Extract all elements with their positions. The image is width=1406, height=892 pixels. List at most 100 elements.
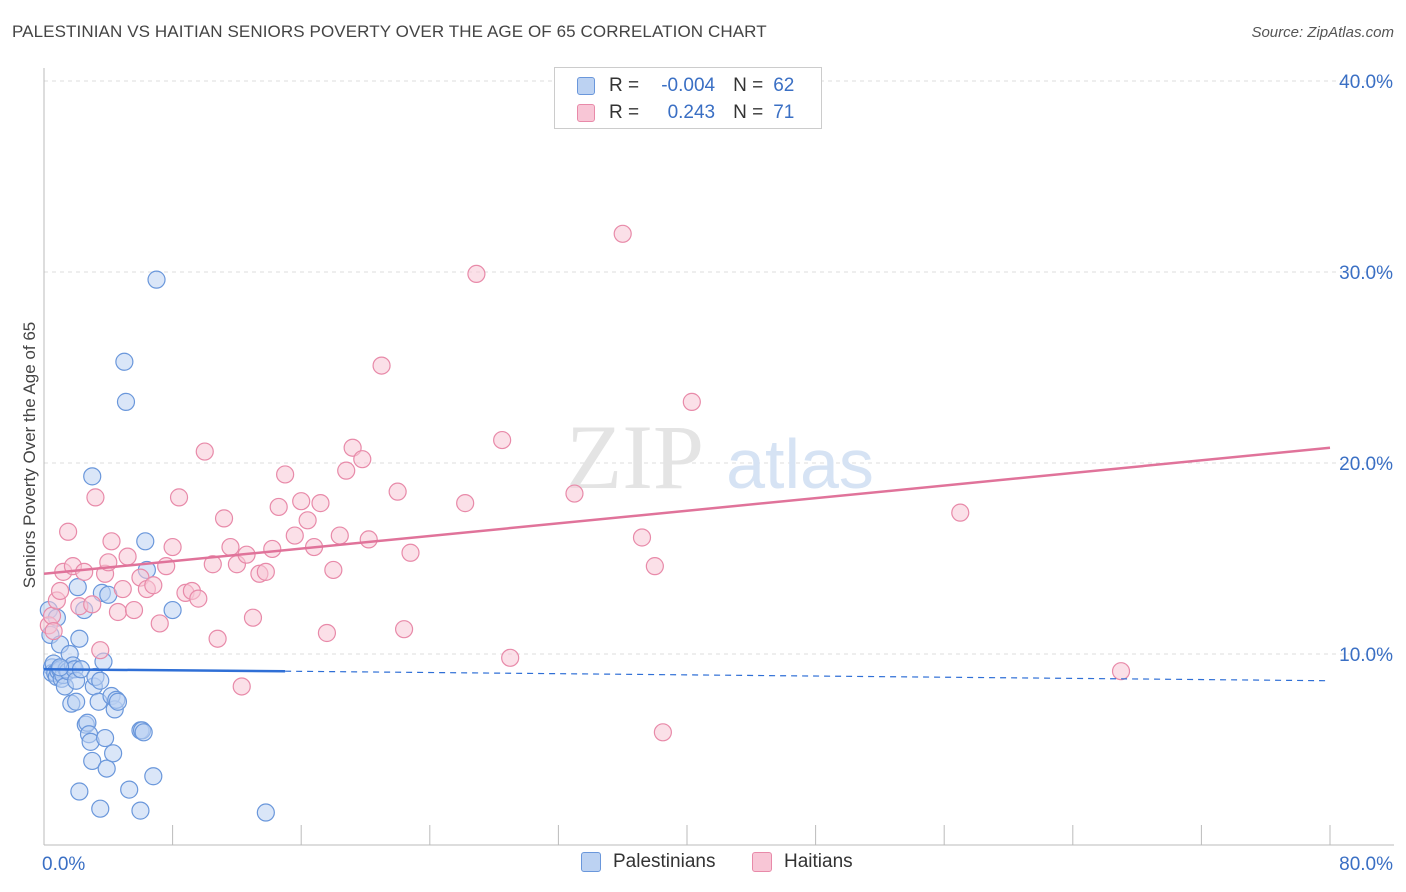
point-haitians xyxy=(243,608,263,627)
point-haitians xyxy=(645,557,664,576)
point-haitians xyxy=(208,629,227,648)
point-haitians xyxy=(195,442,214,461)
point-haitians xyxy=(653,723,672,742)
point-palestinians xyxy=(108,692,128,711)
point-haitians xyxy=(42,606,62,625)
point-haitians xyxy=(102,532,121,551)
point-haitians xyxy=(1111,662,1131,681)
point-palestinians xyxy=(144,767,163,786)
point-haitians xyxy=(951,503,970,522)
point-haitians xyxy=(359,530,378,549)
x-tick-label: 80.0% xyxy=(1339,854,1393,875)
point-haitians xyxy=(324,560,343,580)
point-haitians xyxy=(50,581,70,601)
point-palestinians xyxy=(116,392,136,411)
point-haitians xyxy=(401,543,420,562)
point-palestinians xyxy=(83,467,102,486)
legend-r-label: R = xyxy=(609,75,640,96)
point-haitians xyxy=(113,579,132,599)
y-tick-label: 40.0% xyxy=(1339,72,1393,93)
point-palestinians xyxy=(256,803,275,822)
point-haitians xyxy=(353,450,372,469)
point-palestinians xyxy=(104,744,123,763)
point-haitians xyxy=(214,509,234,528)
point-palestinians xyxy=(91,671,110,690)
point-haitians xyxy=(285,526,304,545)
legend-n-label: N = xyxy=(733,75,764,96)
point-palestinians xyxy=(68,578,87,597)
point-haitians xyxy=(467,264,486,284)
series-swatch-pink xyxy=(752,852,772,872)
point-palestinians xyxy=(83,751,102,771)
point-haitians xyxy=(169,488,189,507)
point-haitians xyxy=(298,511,317,530)
x-tick-label: 0.0% xyxy=(42,854,85,875)
point-haitians xyxy=(501,648,520,667)
point-haitians xyxy=(682,392,701,411)
legend-r-value: -0.004 xyxy=(661,75,716,96)
series-legend-palestinians[interactable]: Palestinians xyxy=(581,851,715,873)
watermark-zip: ZIP xyxy=(566,406,704,508)
point-haitians xyxy=(144,576,163,595)
data-points xyxy=(39,224,1131,822)
point-haitians xyxy=(311,494,330,513)
point-haitians xyxy=(83,595,102,614)
point-palestinians xyxy=(70,629,89,648)
y-tick-label: 30.0% xyxy=(1339,263,1393,284)
point-palestinians xyxy=(95,728,115,748)
legend-n-label: N = xyxy=(733,102,764,123)
series-legend-label: Haitians xyxy=(784,851,853,872)
point-palestinians xyxy=(50,658,70,677)
trend-lines xyxy=(43,446,1331,682)
series-legend-label: Palestinians xyxy=(613,851,716,872)
point-haitians xyxy=(150,614,169,633)
point-haitians xyxy=(91,641,110,660)
point-palestinians xyxy=(134,723,153,742)
series-legend-haitians[interactable]: Haitians xyxy=(752,851,853,873)
point-haitians xyxy=(108,602,128,622)
legend-row-palestinians: R = -0.004 N = 62 xyxy=(577,74,794,98)
point-palestinians xyxy=(115,352,134,371)
point-haitians xyxy=(86,488,105,507)
chart-title: PALESTINIAN VS HAITIAN SENIORS POVERTY O… xyxy=(12,22,767,41)
tick-labels: 10.0% 20.0% 30.0% 40.0% 0.0% 80.0% xyxy=(42,72,1393,875)
point-palestinians xyxy=(67,692,86,711)
point-haitians xyxy=(75,562,94,581)
point-haitians xyxy=(163,537,182,557)
point-haitians xyxy=(44,621,63,641)
trend-line-palestinians-extension xyxy=(285,670,1331,682)
legend-row-haitians: R = 0.243 N = 71 xyxy=(577,101,794,125)
point-haitians xyxy=(394,620,414,639)
legend-n-value: 71 xyxy=(773,102,795,123)
point-haitians xyxy=(292,492,311,511)
legend-n-value: 62 xyxy=(773,75,795,96)
point-haitians xyxy=(276,465,295,484)
point-haitians xyxy=(388,482,407,501)
trend-line-palestinians xyxy=(43,668,286,673)
point-palestinians xyxy=(136,532,155,551)
point-haitians xyxy=(256,562,275,581)
y-tick-label: 20.0% xyxy=(1339,454,1393,475)
legend-swatch-blue xyxy=(577,77,595,95)
point-haitians xyxy=(317,623,337,643)
point-haitians xyxy=(337,461,356,480)
point-haitians xyxy=(565,484,584,503)
watermark-atlas: atlas xyxy=(726,425,874,503)
point-haitians xyxy=(203,555,222,574)
point-palestinians xyxy=(120,780,139,799)
point-palestinians xyxy=(97,759,116,778)
point-haitians xyxy=(124,600,144,620)
legend-swatch-pink xyxy=(577,104,595,122)
point-haitians xyxy=(330,526,349,545)
point-haitians xyxy=(632,528,652,547)
series-swatch-blue xyxy=(581,852,601,872)
point-haitians xyxy=(493,430,512,450)
point-haitians xyxy=(232,677,251,696)
point-palestinians xyxy=(131,801,150,820)
point-palestinians xyxy=(147,270,166,289)
point-haitians xyxy=(118,547,137,566)
legend-r-value: 0.243 xyxy=(667,102,716,123)
point-haitians xyxy=(189,589,208,608)
watermark: ZIP atlas xyxy=(566,406,874,508)
